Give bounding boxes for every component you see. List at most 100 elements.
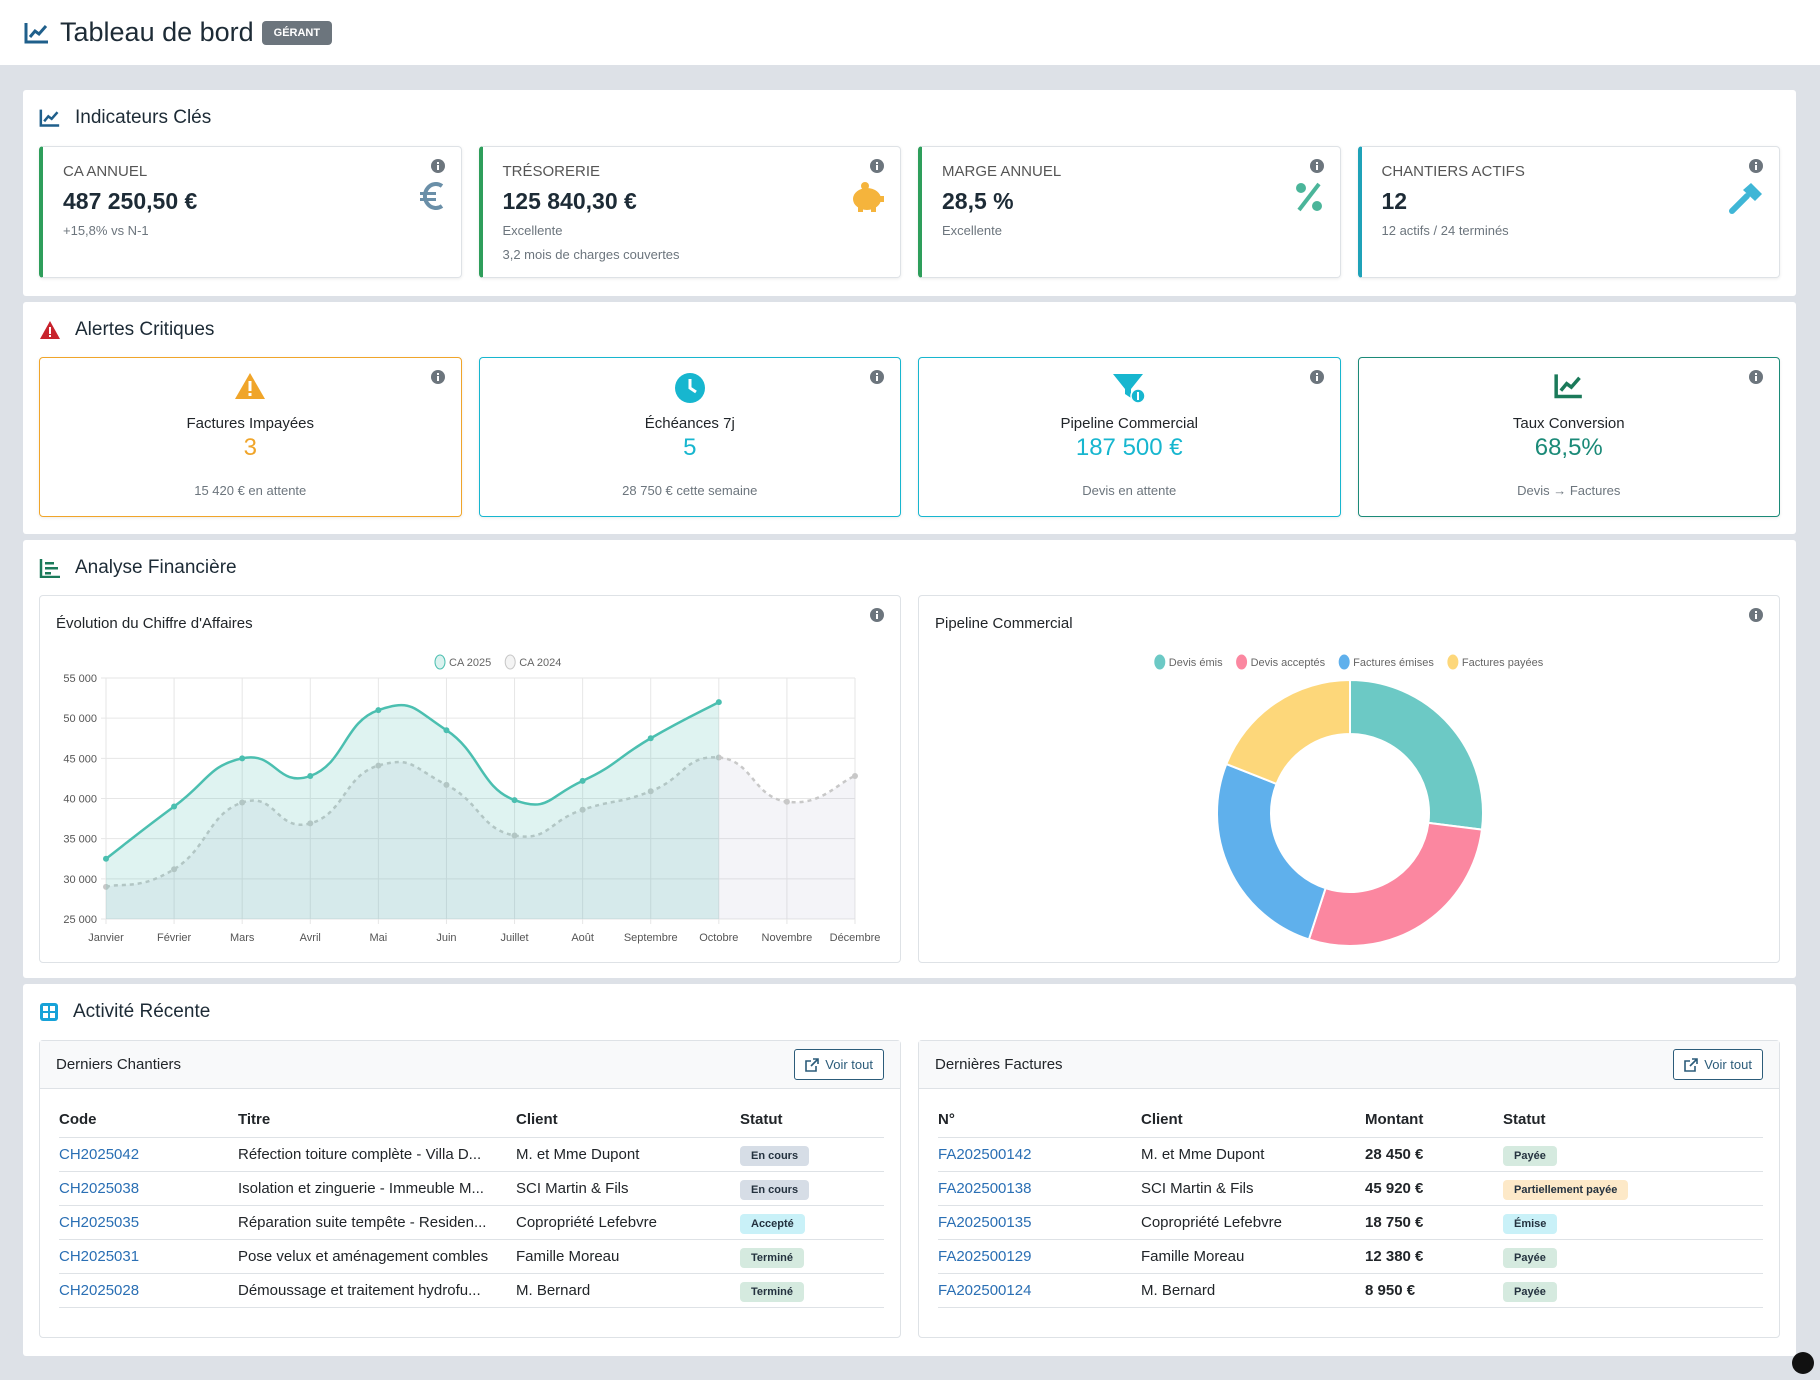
column-header: Client (516, 1103, 740, 1138)
status-cell: En cours (740, 1171, 884, 1206)
kpi-section: Indicateurs Clés CA ANNUEL 487 250,50 € +1… (23, 90, 1796, 296)
kpi-icon (419, 181, 445, 216)
series-area (106, 702, 719, 919)
point (171, 803, 178, 810)
kpi-label: TRÉSORERIE (502, 163, 601, 180)
status-cell: Terminé (740, 1273, 884, 1308)
info-icon[interactable] (870, 159, 884, 173)
alert-value: 187 500 € (1075, 434, 1183, 461)
view-all-button[interactable]: Voir tout (1673, 1049, 1763, 1080)
info-icon[interactable] (1309, 370, 1324, 384)
table-cell: M. Bernard (1141, 1273, 1365, 1308)
record-link[interactable]: FA202500124 (938, 1273, 1141, 1308)
info-wrap (430, 370, 445, 389)
info-icon[interactable] (870, 608, 884, 622)
info-icon[interactable] (1749, 159, 1763, 173)
factures-panel: Dernières Factures Voir tout N° Client Monta… (918, 1040, 1780, 1338)
x-tick-label: Avril (300, 932, 321, 944)
info-icon[interactable] (430, 159, 445, 173)
table-row: Derniers Chantiers Voir tout Code Titre Clie… (39, 1040, 1780, 1338)
legend-label: Factures payées (1462, 657, 1544, 669)
column-header: Statut (1503, 1103, 1763, 1138)
point (579, 806, 586, 813)
kpi-card: CHANTIERS ACTIFS 12 12 actifs / 24 terminé… (1357, 146, 1780, 278)
point (443, 781, 450, 788)
record-link[interactable]: FA202500129 (938, 1239, 1141, 1274)
info-icon[interactable] (1749, 608, 1763, 622)
grid-icon (40, 1003, 58, 1021)
point (715, 699, 722, 706)
record-link[interactable]: FA202500142 (938, 1137, 1141, 1172)
point (239, 799, 246, 806)
table-cell: Pose velux et aménagement combles (238, 1239, 516, 1274)
series-area (106, 757, 855, 919)
column-header: Titre (238, 1103, 516, 1138)
section-title: Analyse Financière (75, 557, 237, 578)
x-tick-label: Octobre (699, 932, 738, 944)
alert-card: Pipeline Commercial 187 500 € Devis en att… (918, 357, 1341, 517)
section-title: Alertes Critiques (75, 319, 215, 340)
table-row: CH2025031 Pose velux et aménagement combl… (59, 1239, 884, 1274)
status-badge: En cours (740, 1145, 810, 1166)
status-badge: Payée (1503, 1281, 1557, 1302)
kpi-icon (1294, 181, 1324, 218)
kpi-value: 125 840,30 € (502, 188, 637, 214)
activity-section: Activité Récente Derniers Chantiers Voir … (23, 984, 1796, 1356)
info-wrap (1309, 370, 1324, 389)
point (375, 762, 382, 769)
header-row: N° Client Montant Statut (938, 1103, 1763, 1138)
x-tick-label: Juin (436, 932, 456, 944)
record-link[interactable]: CH2025035 (59, 1205, 238, 1240)
status-badge: Terminé (740, 1247, 804, 1268)
table-cell: Démoussage et traitement hydrofu... (238, 1273, 516, 1308)
kpi-note: 12 actifs / 24 terminés (1381, 223, 1509, 238)
kpi-icon (850, 181, 884, 218)
table-row: CH2025038 Isolation et zinguerie - Immeub… (59, 1171, 884, 1206)
table-body: FA202500142 M. et Mme Dupont 28 450 € Payée… (938, 1137, 1763, 1308)
record-link[interactable]: FA202500138 (938, 1171, 1141, 1206)
y-tick-label: 40 000 (63, 794, 97, 806)
info-icon[interactable] (1309, 159, 1324, 173)
record-link[interactable]: FA202500135 (938, 1205, 1141, 1240)
record-link[interactable]: CH2025028 (59, 1273, 238, 1308)
point (103, 883, 109, 890)
legend-swatch (1235, 653, 1249, 671)
info-icon[interactable] (430, 370, 445, 384)
section-title: Activité Récente (73, 1001, 211, 1022)
info-icon[interactable] (870, 370, 884, 384)
line-chart-panel: Évolution du Chiffre d'Affaires 25 000 30 … (39, 595, 901, 963)
y-tick-label: 45 000 (63, 753, 97, 765)
table-cell: M. Bernard (516, 1273, 740, 1308)
point (647, 735, 654, 742)
record-link[interactable]: CH2025031 (59, 1239, 238, 1274)
table-cell: Famille Moreau (1141, 1239, 1365, 1274)
alert-title: Factures Impayées (186, 415, 315, 432)
alert-title: Taux Conversion (1512, 415, 1625, 432)
record-link[interactable]: CH2025042 (59, 1137, 238, 1172)
table-head: Code Titre Client Statut (59, 1103, 884, 1138)
legend-swatch (1337, 653, 1351, 671)
alert-note: 15 420 € en attente (194, 483, 307, 498)
debug-toolbar-icon[interactable] (1792, 1352, 1814, 1374)
info-icon[interactable] (1749, 370, 1763, 384)
table-row: FA202500135 Copropriété Lefebvre 18 750 € É… (938, 1205, 1763, 1240)
series-line (105, 700, 720, 860)
status-badge: Accepté (740, 1213, 805, 1234)
table-cell: 18 750 € (1365, 1205, 1503, 1240)
status-badge: En cours (740, 1179, 810, 1200)
kpi-value: 12 (1381, 188, 1408, 214)
view-all-button[interactable]: Voir tout (794, 1049, 884, 1080)
legend-label: Devis émis (1169, 657, 1223, 669)
doughnut-slice (1349, 678, 1484, 831)
alert-icon (40, 372, 461, 400)
doughnut-chart-panel: Pipeline Commercial Devis émis Devis accep… (918, 595, 1780, 963)
point (239, 755, 246, 762)
kpi-value: 28,5 % (942, 188, 1014, 214)
status-cell: Partiellement payée (1503, 1171, 1763, 1206)
table-cell: M. et Mme Dupont (1141, 1137, 1365, 1172)
record-link[interactable]: CH2025038 (59, 1171, 238, 1206)
kpi-label: CHANTIERS ACTIFS (1381, 163, 1525, 180)
alert-row: Factures Impayées 3 15 420 € en attente Éch… (39, 357, 1780, 517)
alert-note: 28 750 € cette semaine (622, 483, 758, 498)
